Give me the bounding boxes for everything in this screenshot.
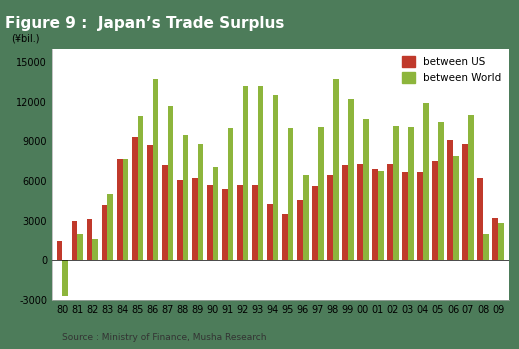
Bar [387, 164, 393, 260]
Bar [87, 220, 92, 260]
Bar [282, 214, 288, 260]
Bar [168, 106, 173, 260]
Bar [372, 169, 378, 260]
Bar [162, 165, 168, 260]
Bar [92, 239, 98, 260]
Bar [183, 135, 188, 260]
Bar [477, 178, 483, 260]
Bar [102, 205, 107, 260]
Bar [417, 172, 423, 260]
Bar [393, 126, 399, 260]
Bar [237, 185, 243, 260]
Bar [207, 185, 213, 260]
Bar [468, 115, 474, 260]
Legend: between US, between World: between US, between World [398, 52, 506, 87]
Bar [333, 79, 338, 260]
Bar [493, 218, 498, 260]
Bar [357, 164, 363, 260]
Bar [363, 119, 368, 260]
Bar [243, 86, 249, 260]
Bar [402, 172, 408, 260]
Bar [138, 116, 143, 260]
Bar [348, 99, 353, 260]
Bar [132, 138, 138, 260]
Text: Source : Ministry of Finance, Musha Research: Source : Ministry of Finance, Musha Rese… [62, 333, 267, 342]
Bar [117, 159, 122, 260]
Bar [72, 221, 77, 260]
Text: Figure 9 :  Japan’s Trade Surplus: Figure 9 : Japan’s Trade Surplus [5, 16, 284, 30]
Bar [198, 144, 203, 260]
Bar [153, 79, 158, 260]
Bar [423, 103, 429, 260]
Text: (¥bil.): (¥bil.) [11, 34, 39, 44]
Bar [273, 95, 279, 260]
Bar [213, 166, 218, 260]
Bar [462, 144, 468, 260]
Bar [288, 128, 293, 260]
Bar [107, 194, 113, 260]
Bar [312, 186, 318, 260]
Bar [177, 180, 183, 260]
Bar [267, 203, 273, 260]
Bar [303, 174, 308, 260]
Bar [438, 121, 444, 260]
Bar [483, 234, 489, 260]
Bar [252, 185, 258, 260]
Bar [77, 234, 83, 260]
Bar [318, 127, 323, 260]
Bar [342, 165, 348, 260]
Bar [498, 223, 504, 260]
Bar [147, 146, 153, 260]
Bar [122, 159, 128, 260]
Bar [327, 174, 333, 260]
Bar [297, 200, 303, 260]
Bar [228, 128, 234, 260]
Bar [378, 171, 384, 260]
Bar [408, 127, 414, 260]
Bar [453, 156, 459, 260]
Bar [432, 161, 438, 260]
Bar [222, 189, 228, 260]
Bar [192, 178, 198, 260]
Bar [258, 86, 264, 260]
Bar [62, 260, 68, 296]
Bar [57, 240, 62, 260]
Bar [447, 140, 453, 260]
